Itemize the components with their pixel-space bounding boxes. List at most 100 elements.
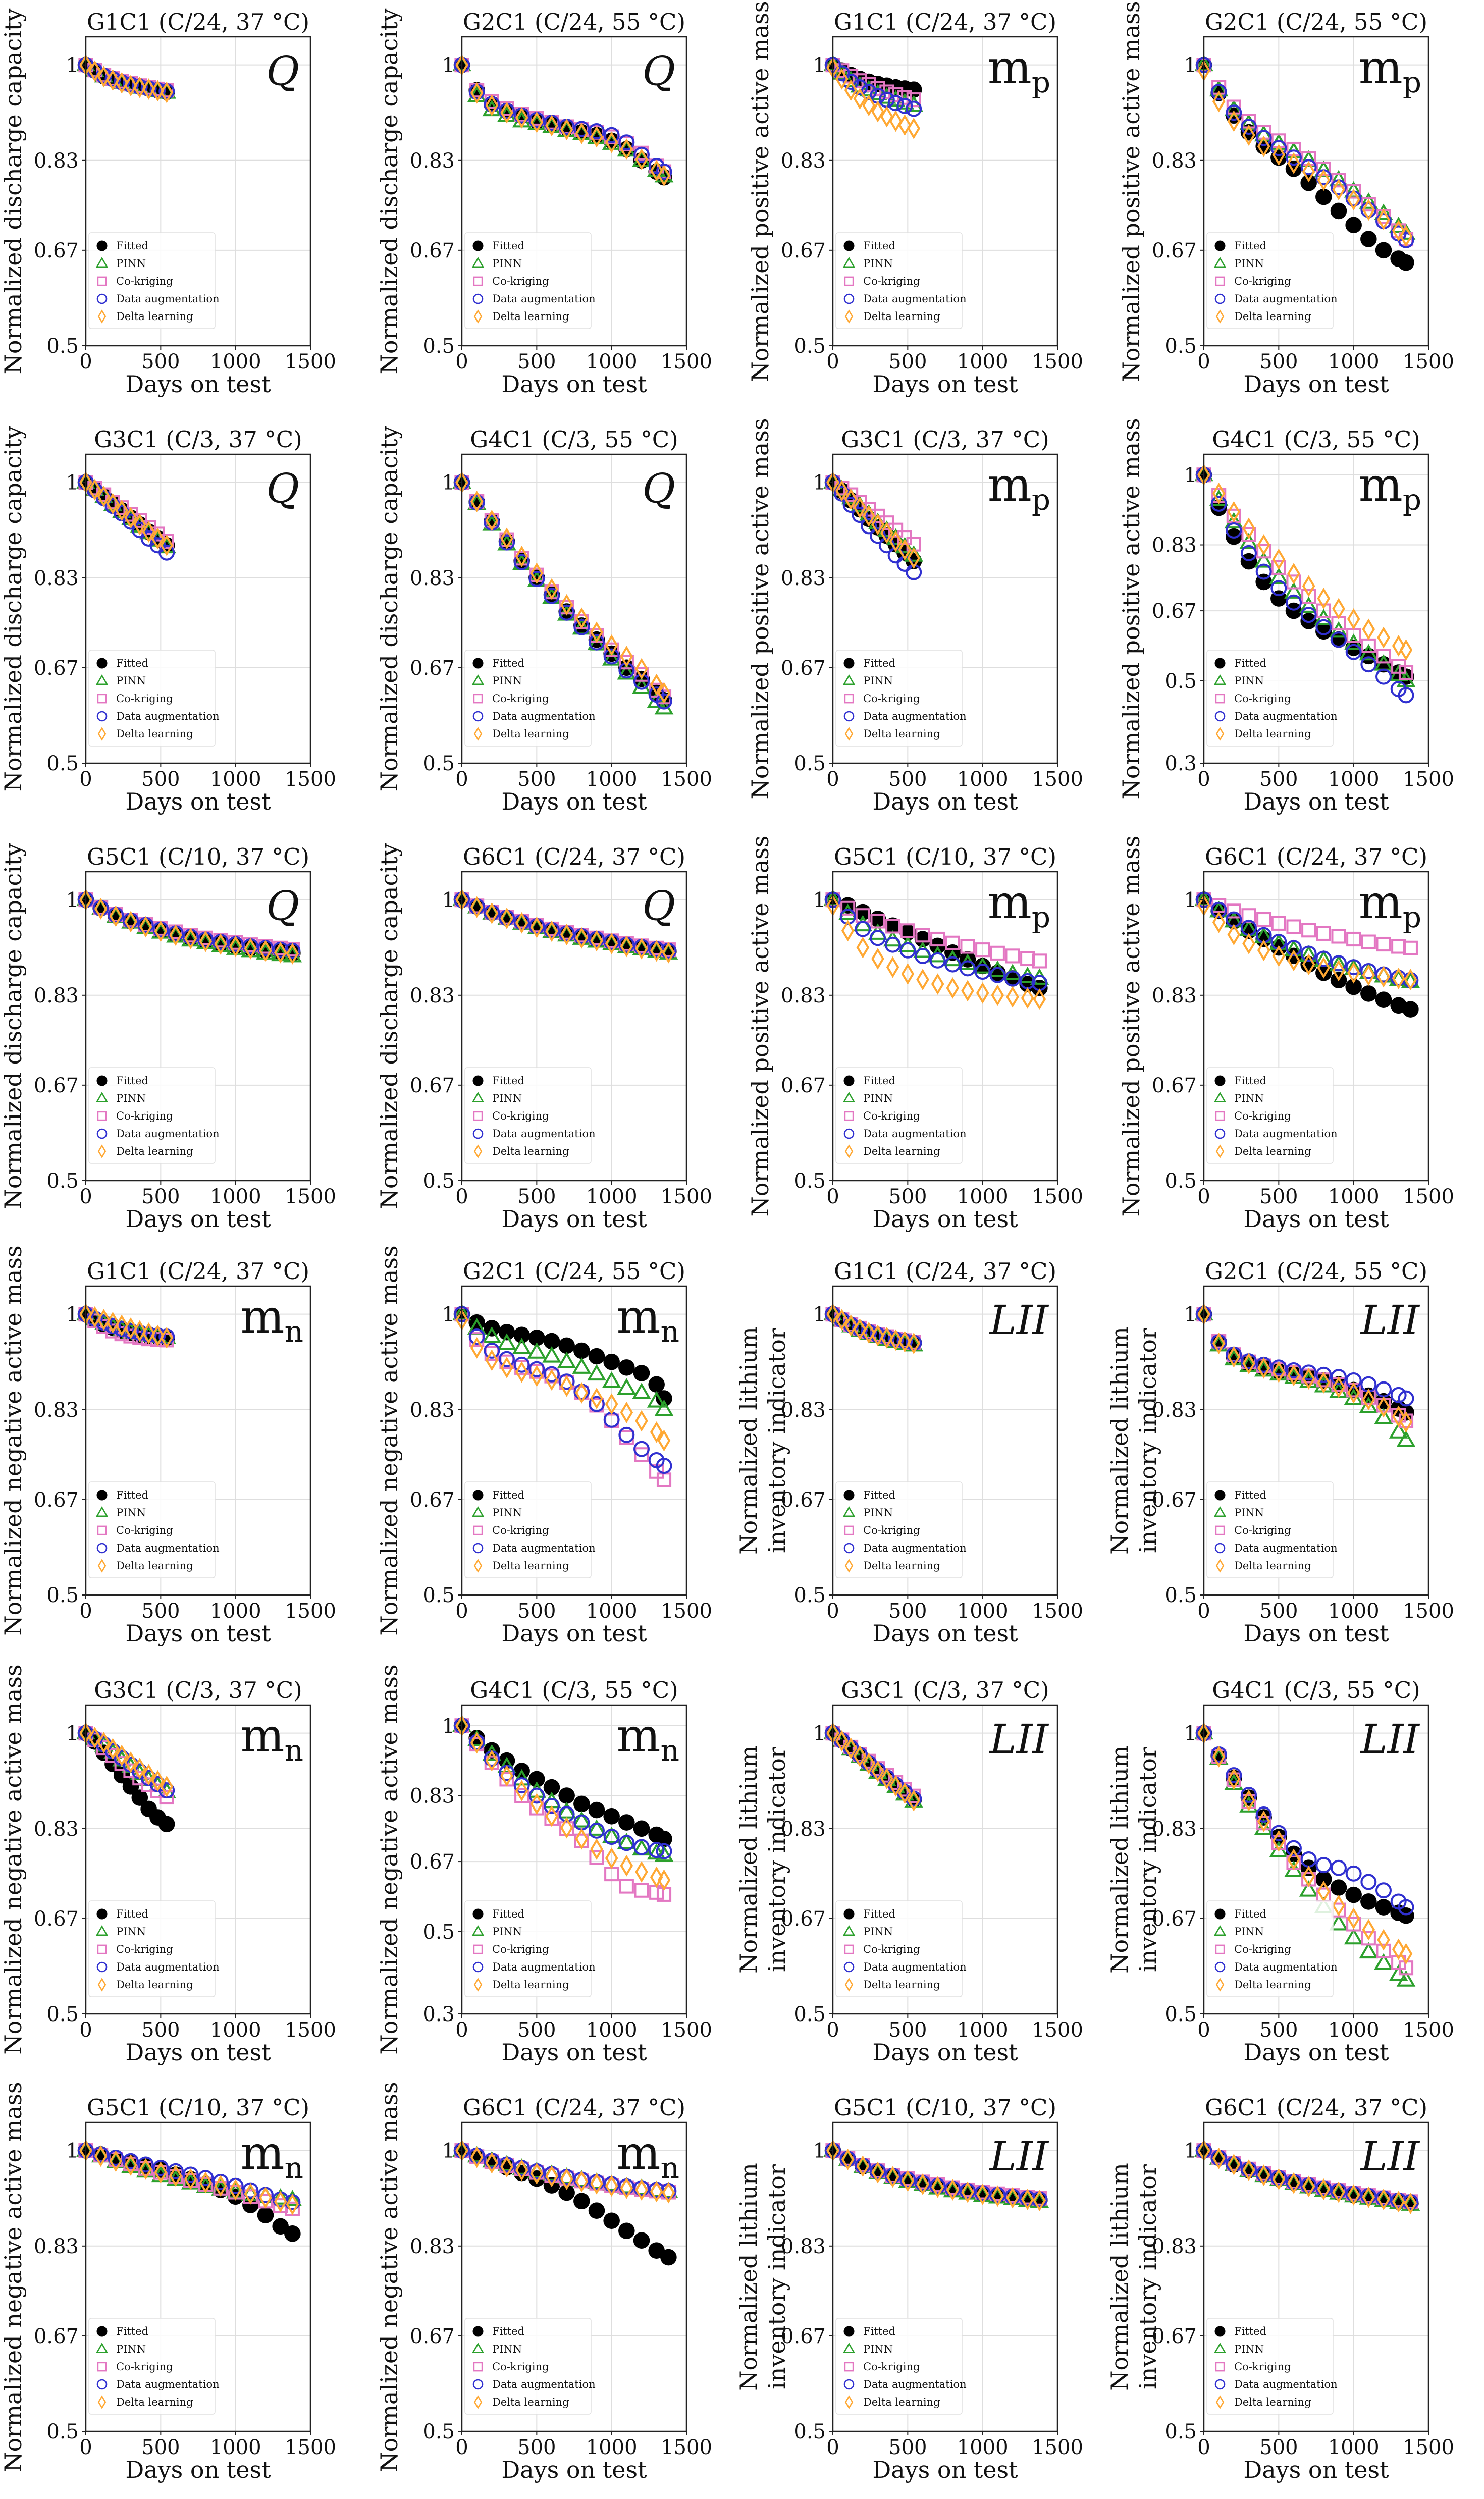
y-tick-label: 0.67 xyxy=(1152,1907,1197,1931)
chart-panel: 0 500 1000 1500 1 0.83 0.67 0.5 Days on test Norm… xyxy=(735,1677,1083,2066)
point-delta-learning xyxy=(1242,933,1255,954)
point-fitted xyxy=(633,1820,650,1837)
chart-panel: 0 500 1000 1500 1 0.83 0.67 0.5 Days on test Norm… xyxy=(376,843,712,1233)
y-tick-label: 0.67 xyxy=(1152,600,1197,623)
x-tick-label: 0 xyxy=(826,350,839,374)
point-data-augmentation xyxy=(648,1842,665,1858)
y-tick-label: 0.3 xyxy=(422,2003,455,2026)
variable-subscript: p xyxy=(1403,483,1421,517)
point-data-augmentation xyxy=(1300,607,1317,623)
point-delta-learning xyxy=(871,513,884,536)
legend-label: Data augmentation xyxy=(863,2378,967,2390)
legend-label: Fitted xyxy=(863,1908,895,1920)
legend-label: Data augmentation xyxy=(492,2378,596,2390)
x-axis-label: Days on test xyxy=(1243,788,1389,815)
variable-symbol: m xyxy=(240,2126,284,2180)
chart-panel: 0 500 1000 1500 1 0.83 0.67 0.5 Days on test Norm… xyxy=(747,836,1083,1233)
x-axis-label: Days on test xyxy=(872,1620,1018,1647)
point-pinn xyxy=(868,84,887,100)
y-tick-label: 0.67 xyxy=(781,1488,826,1512)
point-delta-learning xyxy=(470,1732,484,1754)
point-fitted xyxy=(472,658,484,669)
y-tick-label: 1 xyxy=(1184,1303,1197,1326)
point-pinn xyxy=(602,1371,621,1388)
point-pinn xyxy=(654,1399,674,1416)
x-tick-label: 1000 xyxy=(957,350,1009,374)
point-pinn xyxy=(557,1352,576,1368)
point-delta-learning xyxy=(575,123,589,144)
x-tick-label: 0 xyxy=(79,1185,92,1208)
legend-box xyxy=(464,1481,592,1578)
point-fitted xyxy=(558,1787,575,1804)
point-data-augmentation xyxy=(1315,1857,1332,1874)
variable-label: LII xyxy=(1360,2133,1420,2180)
y-tick-label: 0.83 xyxy=(34,1818,79,1841)
y-tick-label: 0.67 xyxy=(34,1074,79,1097)
point-delta-learning xyxy=(931,973,944,995)
legend-label: PINN xyxy=(492,675,522,687)
point-delta-learning xyxy=(106,1311,120,1334)
legend-label: PINN xyxy=(1234,675,1264,687)
x-tick-label: 500 xyxy=(517,350,556,374)
variable-label: LII xyxy=(1360,1716,1420,1763)
point-delta-learning xyxy=(1362,2186,1375,2208)
panel-title: G4C1 (C/3, 55 °C) xyxy=(470,426,678,453)
panel-title: G5C1 (C/10, 37 °C) xyxy=(87,2094,309,2121)
legend-label: Co-kriging xyxy=(492,1943,549,1955)
legend-box xyxy=(835,1481,963,1578)
point-delta-learning xyxy=(244,938,257,960)
y-axis-label: Normalized negative active mass xyxy=(0,2082,27,2472)
point-delta-learning xyxy=(1302,1866,1315,1887)
legend-label: Data augmentation xyxy=(492,1128,596,1140)
point-pinn xyxy=(1213,1092,1227,1103)
point-delta-learning xyxy=(946,977,960,999)
legend-label: Fitted xyxy=(492,1908,524,1920)
y-axis-label: Normalized discharge capacity xyxy=(0,9,27,375)
point-co-kriging xyxy=(1376,1943,1391,1958)
point-data-augmentation xyxy=(589,1396,605,1412)
plot-frame xyxy=(461,1285,687,1596)
point-fitted xyxy=(158,1816,175,1833)
y-tick-label: 0.83 xyxy=(1152,2235,1197,2258)
y-tick-label: 0.5 xyxy=(46,2003,79,2026)
legend-label: Fitted xyxy=(492,1075,524,1087)
y-axis-label-line: Normalized lithium xyxy=(735,2163,762,2390)
point-pinn xyxy=(283,2190,302,2207)
point-fitted xyxy=(1330,631,1347,648)
variable-label: mn xyxy=(616,2126,679,2185)
point-pinn xyxy=(542,1346,561,1363)
y-tick-label: 0.5 xyxy=(46,1169,79,1193)
plot-frame xyxy=(1203,1704,1429,2015)
point-fitted xyxy=(1214,1908,1226,1920)
point-fitted xyxy=(974,958,991,975)
legend-label: Co-kriging xyxy=(492,1524,549,1536)
point-data-augmentation xyxy=(1286,1840,1302,1856)
x-tick-label: 0 xyxy=(826,1185,839,1208)
point-data-augmentation xyxy=(528,1787,545,1804)
y-axis-label: Normalized lithiuminventory indicator xyxy=(1106,2163,1161,2390)
panel-title: G5C1 (C/10, 37 °C) xyxy=(834,843,1056,870)
legend-label: Delta learning xyxy=(116,1145,193,1157)
legend-label: PINN xyxy=(492,257,522,270)
point-pinn xyxy=(654,1845,674,1862)
point-delta-learning xyxy=(844,1559,854,1573)
point-delta-learning xyxy=(662,2182,675,2204)
y-tick-label: 0.83 xyxy=(410,1399,455,1422)
point-co-kriging xyxy=(1032,953,1047,969)
point-fitted xyxy=(843,658,855,669)
legend-label: Co-kriging xyxy=(116,1524,173,1536)
point-co-kriging xyxy=(844,2362,854,2372)
point-fitted xyxy=(1360,985,1377,1002)
point-co-kriging xyxy=(990,945,1005,961)
point-pinn xyxy=(95,1925,109,1936)
chart-panel: 0 500 1000 1500 1 0.83 0.67 0.5 Days on test Norm… xyxy=(0,426,336,815)
legend-label: Data augmentation xyxy=(863,1961,967,1973)
point-co-kriging xyxy=(945,935,960,950)
point-delta-learning xyxy=(901,2170,915,2192)
y-tick-label: 0.83 xyxy=(34,2235,79,2258)
y-tick-label: 0.67 xyxy=(410,1074,455,1097)
point-delta-learning xyxy=(1287,152,1300,174)
y-tick-label: 0.67 xyxy=(410,657,455,680)
point-delta-learning xyxy=(1215,2395,1225,2409)
point-data-augmentation xyxy=(1214,1543,1226,1554)
